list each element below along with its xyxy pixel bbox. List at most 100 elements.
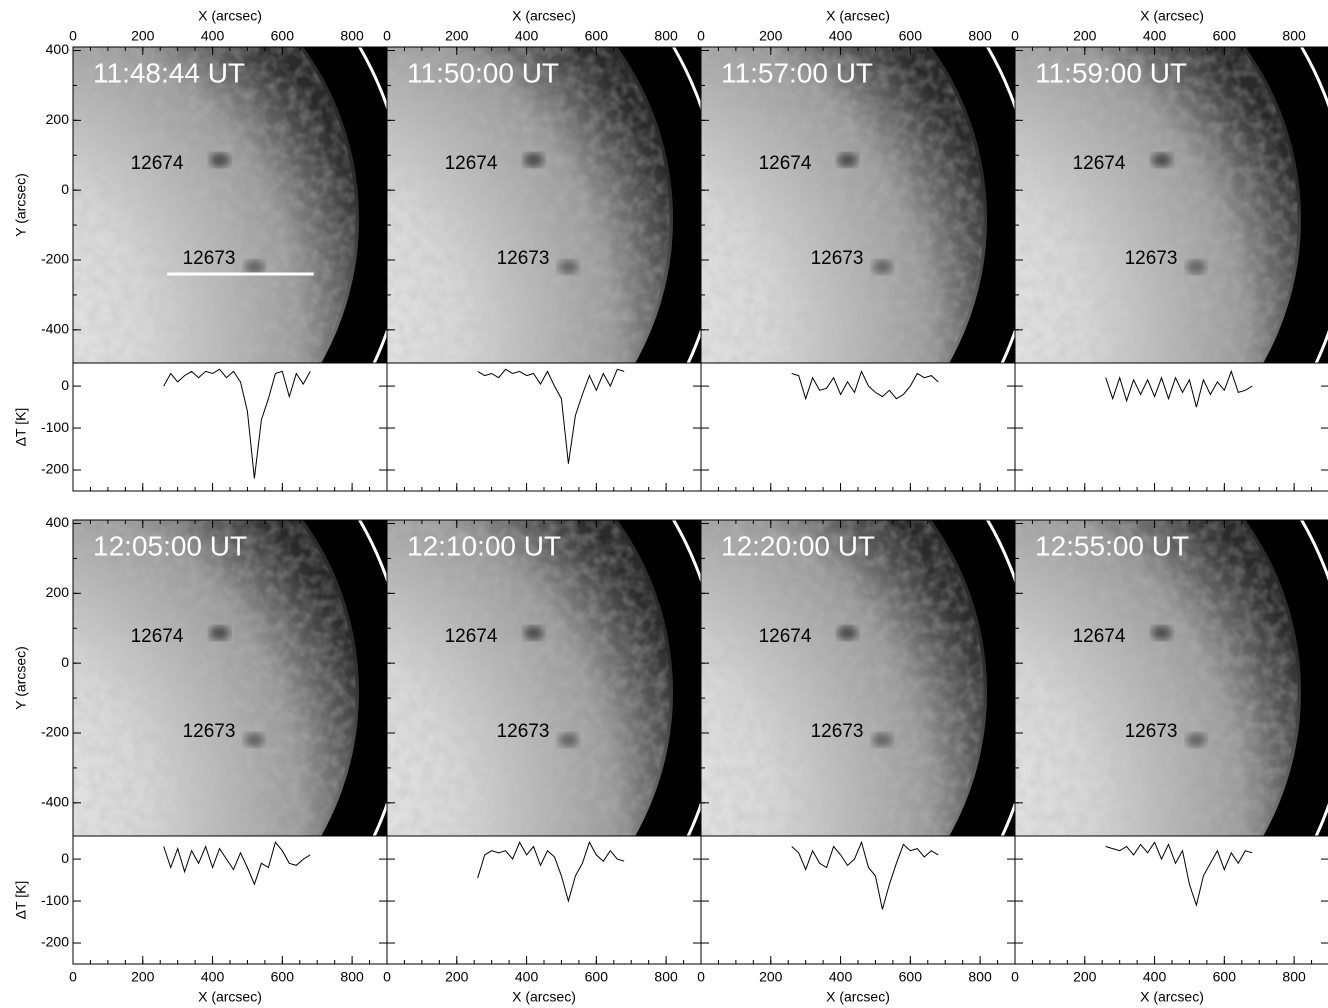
y-tick-label: 0 [61,850,69,866]
y-tick-label: 0 [61,181,69,197]
sunspot [1151,153,1172,167]
plot-frame [72,362,388,492]
y-tick-label: -200 [41,251,69,267]
panel-title: 12:55:00 UT [1035,530,1189,561]
solar-image [701,47,1015,363]
texture [387,47,670,363]
x-tick-label: 0 [69,969,77,985]
x-tick-label: 400 [201,28,225,44]
delta-t-line [163,841,311,886]
region-label: 12674 [1073,153,1126,174]
solar-image [1015,47,1328,363]
region-label: 12674 [131,626,184,647]
sunspot [244,733,265,747]
x-tick-label: 800 [654,28,678,44]
x-tick-label: 200 [445,28,469,44]
region-label: 12673 [1125,248,1178,269]
panel-title: 12:05:00 UT [93,530,247,561]
region-label: 12674 [445,626,498,647]
x-tick-label: 600 [271,28,295,44]
solar-image [387,47,701,363]
sunspot [523,626,544,640]
delta-t-line [477,841,625,903]
region-label: 12674 [1073,626,1126,647]
x-tick-label: 800 [340,969,364,985]
y-tick-label: 0 [61,654,69,670]
x-axis-label: X (arcsec) [826,8,890,24]
x-tick-label: 400 [515,28,539,44]
region-label: 12673 [183,248,236,269]
region-label: 12673 [1125,721,1178,742]
region-label: 12674 [445,153,498,174]
texture [701,520,984,836]
panel-title: 12:20:00 UT [721,530,875,561]
x-axis-label: X (arcsec) [1140,989,1204,1005]
x-tick-label: 200 [1073,969,1097,985]
x-tick-label: 0 [1011,28,1019,44]
x-tick-label: 800 [968,969,992,985]
x-tick-label: 400 [515,969,539,985]
solar-image [701,520,1015,836]
y-tick-label: -400 [41,794,69,810]
x-tick-label: 200 [759,969,783,985]
region-label: 12673 [811,721,864,742]
sunspot [209,153,230,167]
plot-frame [1014,835,1328,965]
x-tick-label: 600 [271,969,295,985]
plot-frame [386,835,702,965]
solar-image [73,520,387,836]
delta-t-line [791,840,939,910]
x-axis-label: X (arcsec) [512,989,576,1005]
y-axis-label: Y (arcsec) [13,173,29,237]
y-tick-label: -200 [41,461,69,477]
y-tick-label: 200 [46,111,70,127]
plot-frame [1014,362,1328,492]
delta-t-line [1105,841,1253,908]
y-tick-label: -200 [41,934,69,950]
x-axis-label: X (arcsec) [198,8,262,24]
y-tick-label: -400 [41,321,69,337]
y-tick-label: 400 [46,514,70,530]
sunspot [558,260,579,274]
x-tick-label: 800 [1282,969,1306,985]
x-tick-label: 0 [697,28,705,44]
texture [73,520,356,836]
plot-frame [386,362,702,492]
sunspot [872,260,893,274]
x-tick-label: 600 [1213,28,1237,44]
texture [73,47,356,363]
x-tick-label: 400 [1143,969,1167,985]
panel-title: 11:59:00 UT [1035,57,1187,88]
x-axis-label: X (arcsec) [198,989,262,1005]
x-tick-label: 0 [383,969,391,985]
region-label: 12674 [131,153,184,174]
sunspot [209,626,230,640]
y-axis-label: ΔT [K] [13,408,29,447]
y-tick-label: 0 [61,377,69,393]
panel-title: 11:48:44 UT [93,57,245,88]
solar-image [387,520,701,836]
x-tick-label: 0 [383,28,391,44]
x-tick-label: 800 [1282,28,1306,44]
y-tick-label: -100 [41,419,69,435]
x-axis-label: X (arcsec) [1140,8,1204,24]
sunspot [837,153,858,167]
x-tick-label: 0 [69,28,77,44]
y-tick-label: 200 [46,584,70,600]
x-axis-label: X (arcsec) [826,989,890,1005]
panel-title: 11:50:00 UT [407,57,559,88]
x-tick-label: 200 [445,969,469,985]
y-axis-label: Y (arcsec) [13,646,29,710]
y-tick-label: -200 [41,724,69,740]
plot-frame [700,835,1016,965]
region-label: 12673 [497,721,550,742]
x-tick-label: 400 [829,969,853,985]
sunspot [872,733,893,747]
region-label: 12673 [183,721,236,742]
plot-frame [72,835,388,965]
x-tick-label: 200 [1073,28,1097,44]
sunspot [1186,733,1207,747]
x-tick-label: 200 [759,28,783,44]
region-label: 12674 [759,153,812,174]
